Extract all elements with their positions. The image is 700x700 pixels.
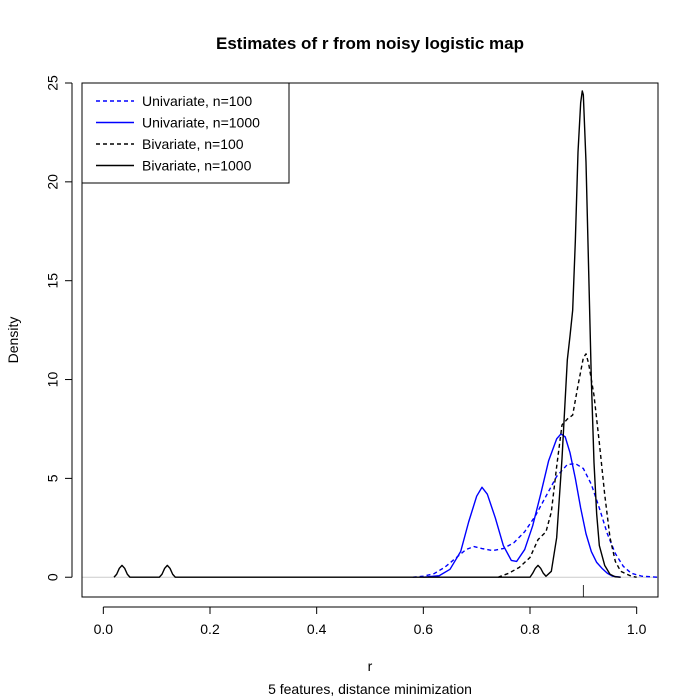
- x-tick-label: 0.8: [520, 621, 540, 637]
- chart-title: Estimates of r from noisy logistic map: [216, 34, 524, 53]
- legend-label: Univariate, n=1000: [142, 115, 260, 131]
- y-tick-label: 15: [45, 273, 61, 289]
- x-axis-label: r: [368, 658, 373, 674]
- y-tick-label: 10: [45, 372, 61, 388]
- y-axis-label: Density: [5, 317, 21, 364]
- legend-label: Univariate, n=100: [142, 93, 252, 109]
- x-tick-label: 0.2: [200, 621, 220, 637]
- series-line-4: [113, 90, 621, 578]
- x-tick-label: 0.0: [94, 621, 114, 637]
- legend: Univariate, n=100 Univariate, n=1000 Bivar…: [81, 82, 290, 184]
- y-tick-label: 20: [45, 174, 61, 190]
- y-tick-label: 0: [45, 573, 61, 581]
- y-tick-label: 25: [45, 75, 61, 91]
- legend-box: [81, 82, 290, 184]
- x-tick-label: 0.6: [414, 621, 434, 637]
- plot-area: 0.0 0.2 0.4 0.6 0.8 1.0 0 5 10 15 20 25: [45, 75, 659, 637]
- series-line-2: [423, 433, 621, 578]
- x-tick-label: 1.0: [627, 621, 647, 637]
- legend-label: Bivariate, n=1000: [142, 158, 252, 174]
- legend-label: Bivariate, n=100: [142, 136, 244, 152]
- plot-frame: [81, 82, 659, 598]
- chart-subtitle: 5 features, distance minimization: [268, 681, 472, 697]
- series-line-3: [497, 353, 637, 578]
- x-tick-label: 0.4: [307, 621, 327, 637]
- y-tick-label: 5: [45, 474, 61, 482]
